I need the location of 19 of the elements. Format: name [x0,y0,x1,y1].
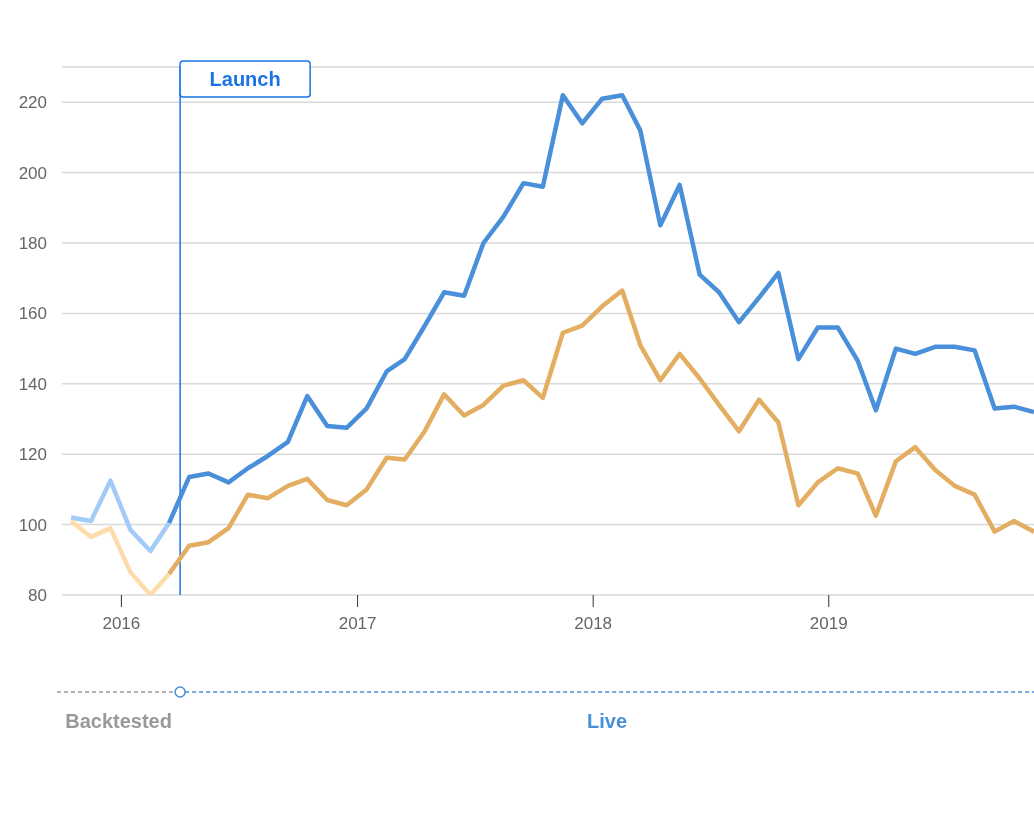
y-tick-label: 160 [18,304,47,324]
x-tick-label: 2018 [574,614,613,634]
y-tick-label: 80 [28,586,47,606]
line-series [68,478,172,554]
y-tick-label: 180 [18,234,47,254]
line-series [68,518,172,595]
line-series [166,92,1034,526]
y-tick-label: 140 [18,374,47,394]
text: Backtested [65,710,172,732]
x-tick-label: 2019 [809,614,848,634]
line-series [166,288,1034,577]
y-tick-label: 120 [18,445,47,465]
y-tick-label: 200 [18,163,47,183]
ref-line-label: Launch [209,68,281,90]
x-tick-label: 2016 [102,614,141,634]
text: Live [587,710,628,732]
x-tick-label: 2017 [338,614,377,634]
y-tick-label: 220 [18,93,47,113]
y-tick-label: 100 [18,515,47,535]
